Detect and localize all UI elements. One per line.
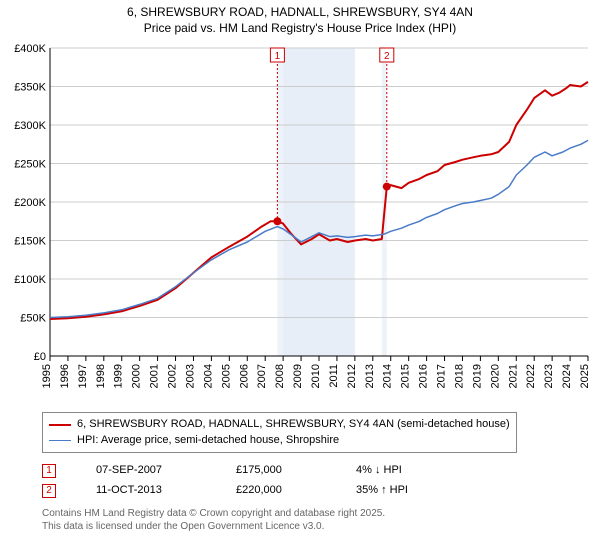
- legend-row: HPI: Average price, semi-detached house,…: [49, 433, 510, 448]
- svg-text:£200K: £200K: [14, 197, 46, 209]
- svg-text:2025: 2025: [579, 364, 591, 388]
- attribution-line-1: Contains HM Land Registry data © Crown c…: [42, 507, 594, 520]
- marker-badge-2: 2: [42, 484, 56, 498]
- svg-text:2007: 2007: [256, 364, 268, 388]
- title-line-1: 6, SHREWSBURY ROAD, HADNALL, SHREWSBURY,…: [6, 4, 594, 20]
- marker-row: 1 07-SEP-2007 £175,000 4% ↓ HPI: [42, 461, 594, 481]
- chart-container: 6, SHREWSBURY ROAD, HADNALL, SHREWSBURY,…: [0, 0, 600, 537]
- svg-text:2014: 2014: [382, 364, 394, 388]
- svg-text:£100K: £100K: [14, 274, 46, 286]
- marker-price: £220,000: [236, 481, 316, 501]
- svg-text:1: 1: [275, 51, 281, 62]
- svg-text:2018: 2018: [453, 364, 465, 388]
- svg-text:2011: 2011: [328, 364, 340, 388]
- marker-hpi: 4% ↓ HPI: [356, 461, 446, 481]
- svg-text:2003: 2003: [184, 364, 196, 388]
- svg-text:£150K: £150K: [14, 236, 46, 248]
- svg-text:2010: 2010: [310, 364, 322, 388]
- attribution-line-2: This data is licensed under the Open Gov…: [42, 520, 594, 533]
- svg-text:2021: 2021: [507, 364, 519, 388]
- svg-text:2005: 2005: [220, 364, 232, 388]
- svg-text:£0: £0: [34, 351, 46, 363]
- svg-text:2000: 2000: [131, 364, 143, 388]
- svg-text:£50K: £50K: [20, 313, 46, 325]
- marker-price: £175,000: [236, 461, 316, 481]
- svg-text:£250K: £250K: [14, 159, 46, 171]
- svg-text:2020: 2020: [489, 364, 501, 388]
- legend-row: 6, SHREWSBURY ROAD, HADNALL, SHREWSBURY,…: [49, 417, 510, 432]
- svg-text:2015: 2015: [400, 364, 412, 388]
- marker-date: 11-OCT-2013: [96, 481, 196, 501]
- legend-swatch-blue: [49, 440, 71, 441]
- marker-row: 2 11-OCT-2013 £220,000 35% ↑ HPI: [42, 481, 594, 501]
- line-chart-svg: £0 £50K £100K £150K £200K £250K £300K £350K £400…: [6, 40, 594, 406]
- svg-text:1999: 1999: [113, 364, 125, 388]
- chart-plot: £0 £50K £100K £150K £200K £250K £300K £350K £400…: [6, 40, 594, 406]
- svg-text:1995: 1995: [41, 364, 53, 388]
- marker-date: 07-SEP-2007: [96, 461, 196, 481]
- svg-text:£300K: £300K: [14, 120, 46, 132]
- marker-badge-1: 1: [42, 464, 56, 478]
- svg-text:2013: 2013: [364, 364, 376, 388]
- legend-label: 6, SHREWSBURY ROAD, HADNALL, SHREWSBURY,…: [77, 417, 510, 432]
- attribution: Contains HM Land Registry data © Crown c…: [42, 507, 594, 533]
- svg-text:1996: 1996: [59, 364, 71, 388]
- svg-text:2001: 2001: [149, 364, 161, 388]
- legend-swatch-red: [49, 424, 71, 426]
- marker-hpi: 35% ↑ HPI: [356, 481, 446, 501]
- legend: 6, SHREWSBURY ROAD, HADNALL, SHREWSBURY,…: [42, 412, 517, 453]
- svg-text:2: 2: [384, 51, 390, 62]
- svg-text:2009: 2009: [292, 364, 304, 388]
- legend-label: HPI: Average price, semi-detached house,…: [77, 433, 339, 448]
- svg-text:2019: 2019: [471, 364, 483, 388]
- svg-text:£350K: £350K: [14, 82, 46, 94]
- svg-text:2004: 2004: [202, 364, 214, 388]
- svg-text:1997: 1997: [77, 364, 89, 388]
- svg-text:2008: 2008: [274, 364, 286, 388]
- svg-text:2024: 2024: [561, 364, 573, 388]
- svg-text:2016: 2016: [418, 364, 430, 388]
- svg-text:1998: 1998: [95, 364, 107, 388]
- svg-text:2006: 2006: [238, 364, 250, 388]
- svg-text:£400K: £400K: [14, 43, 46, 55]
- svg-text:2023: 2023: [543, 364, 555, 388]
- svg-text:2012: 2012: [346, 364, 358, 388]
- svg-text:2002: 2002: [167, 364, 179, 388]
- chart-title: 6, SHREWSBURY ROAD, HADNALL, SHREWSBURY,…: [6, 4, 594, 36]
- svg-text:2022: 2022: [525, 364, 537, 388]
- marker-table: 1 07-SEP-2007 £175,000 4% ↓ HPI 2 11-OCT…: [42, 461, 594, 501]
- svg-text:2017: 2017: [436, 364, 448, 388]
- title-line-2: Price paid vs. HM Land Registry's House …: [6, 20, 594, 36]
